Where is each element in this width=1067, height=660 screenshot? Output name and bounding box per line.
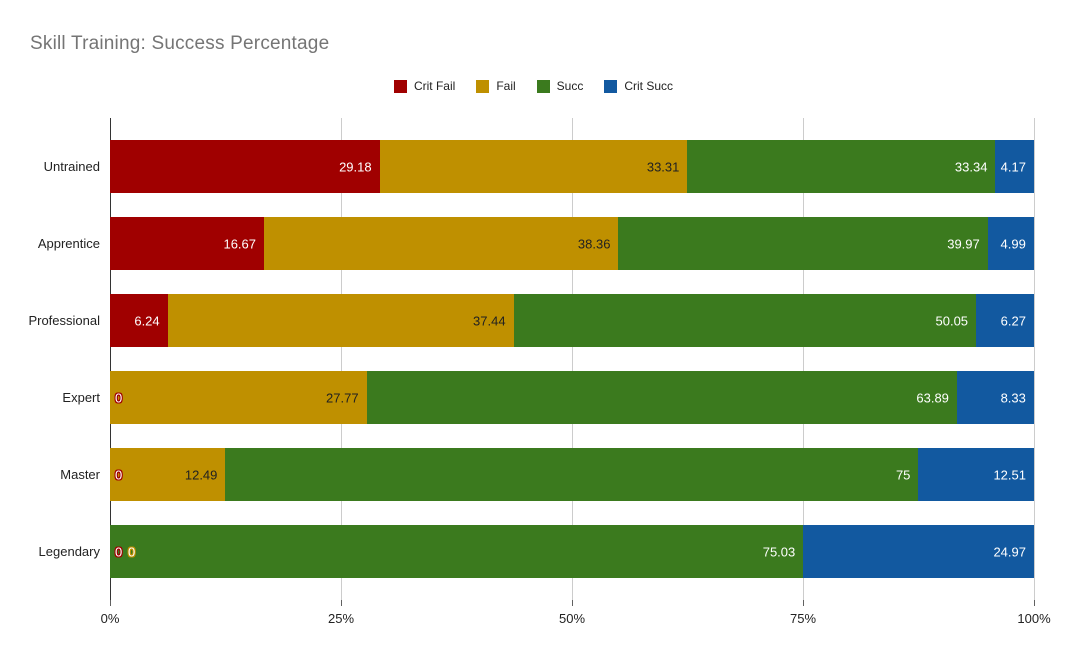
segment-value-label: 4.99 xyxy=(1000,236,1026,251)
legend-item-3: Crit Succ xyxy=(604,79,673,93)
gridline xyxy=(341,118,342,600)
chart-legend: Crit Fail Fail Succ Crit Succ xyxy=(0,79,1067,93)
bar-row-master: 0 12.49 75 12.51 xyxy=(110,436,1034,513)
axis-tick-label: 75% xyxy=(789,611,817,626)
bar-segment-succ[interactable]: 39.97 xyxy=(618,217,988,270)
bar-segment-succ[interactable]: 75.03 xyxy=(110,525,804,578)
bar-segment-succ[interactable]: 63.89 xyxy=(366,371,957,424)
legend-swatch-icon xyxy=(393,79,407,93)
stacked-bar: 6.24 37.44 50.05 6.27 xyxy=(110,294,1034,347)
gridline xyxy=(1034,118,1035,600)
bar-segment-crit-fail[interactable]: 16.67 xyxy=(110,217,265,270)
bar-segment-crit-succ[interactable]: 4.99 xyxy=(987,217,1034,270)
axis-tick xyxy=(341,600,342,606)
legend-item-0: Crit Fail xyxy=(393,79,456,93)
bar-row-legendary: 0 0 75.03 24.97 xyxy=(110,513,1034,590)
axis-tick-label: 25% xyxy=(327,611,355,626)
zero-annotation-crit-fail: 0 xyxy=(115,544,123,559)
bar-segment-crit-succ[interactable]: 4.17 xyxy=(995,140,1034,193)
stacked-bar: 16.67 38.36 39.97 4.99 xyxy=(110,217,1034,270)
category-label-untrained: Untrained xyxy=(43,159,100,174)
segment-value-label: 63.89 xyxy=(916,390,949,405)
segment-value-label: 8.33 xyxy=(1000,390,1026,405)
axis-tick xyxy=(803,600,804,606)
segment-value-label: 24.97 xyxy=(993,544,1026,559)
legend-swatch-icon xyxy=(476,79,490,93)
segment-value-label: 37.44 xyxy=(473,313,506,328)
bar-segment-fail[interactable]: 12.49 xyxy=(110,448,226,501)
axis-tick xyxy=(110,600,111,606)
segment-value-label: 4.17 xyxy=(1000,159,1026,174)
bar-segment-crit-succ[interactable]: 8.33 xyxy=(956,371,1034,424)
bar-segment-succ[interactable]: 75 xyxy=(225,448,919,501)
segment-value-label: 12.51 xyxy=(993,467,1026,482)
legend-item-2: Succ xyxy=(536,79,584,93)
segment-value-label: 16.67 xyxy=(223,236,257,251)
legend-label: Fail xyxy=(496,79,516,93)
bar-segment-succ[interactable]: 33.34 xyxy=(687,140,996,193)
axis-tick-label: 100% xyxy=(1017,611,1051,626)
bar-row-untrained: 29.18 33.31 33.34 4.17 xyxy=(110,128,1034,205)
gridline xyxy=(803,118,804,600)
bar-segment-crit-fail[interactable]: 6.24 xyxy=(110,294,168,347)
segment-value-label: 6.24 xyxy=(134,313,160,328)
segment-value-label: 75 xyxy=(895,467,911,482)
segment-value-label: 33.34 xyxy=(954,159,988,174)
legend-label: Crit Fail xyxy=(413,79,456,93)
stacked-bar: 0 12.49 75 12.51 xyxy=(110,448,1034,501)
category-label-legendary: Legendary xyxy=(38,544,100,559)
bar-row-apprentice: 16.67 38.36 39.97 4.99 xyxy=(110,205,1034,282)
segment-value-label: 38.36 xyxy=(577,236,611,251)
zero-annotation-crit-fail: 0 xyxy=(115,467,123,482)
bar-rows: 29.18 33.31 33.34 4.17 16.67 38.36 39.97 4.99 6.… xyxy=(110,118,1034,600)
axis-tick xyxy=(572,600,573,606)
legend-item-1: Fail xyxy=(476,79,516,93)
axis-tick-label: 0% xyxy=(100,611,120,626)
bar-segment-crit-succ[interactable]: 24.97 xyxy=(803,525,1034,578)
stacked-bar: 29.18 33.31 33.34 4.17 xyxy=(110,140,1034,193)
segment-value-label: 6.27 xyxy=(1000,313,1026,328)
gridline xyxy=(572,118,573,600)
segment-value-label: 12.49 xyxy=(184,467,218,482)
stacked-bar: 0 0 75.03 24.97 xyxy=(110,525,1034,578)
bar-segment-fail[interactable]: 33.31 xyxy=(379,140,688,193)
bar-segment-crit-succ[interactable]: 12.51 xyxy=(918,448,1034,501)
legend-label: Succ xyxy=(556,79,584,93)
segment-value-label: 50.05 xyxy=(935,313,969,328)
legend-swatch-icon xyxy=(536,79,550,93)
zero-annotation-fail: 0 xyxy=(128,544,136,559)
legend-swatch-icon xyxy=(604,79,618,93)
bar-segment-crit-succ[interactable]: 6.27 xyxy=(976,294,1034,347)
category-label-apprentice: Apprentice xyxy=(37,236,100,251)
segment-value-label: 39.97 xyxy=(947,236,980,251)
zero-annotation-crit-fail: 0 xyxy=(115,390,123,405)
segment-value-label: 75.03 xyxy=(762,544,796,559)
category-label-professional: Professional xyxy=(28,313,100,328)
baseline xyxy=(110,118,111,600)
bar-row-professional: 6.24 37.44 50.05 6.27 xyxy=(110,282,1034,359)
category-label-master: Master xyxy=(60,467,100,482)
bar-segment-fail[interactable]: 27.77 xyxy=(110,371,367,424)
segment-value-label: 27.77 xyxy=(326,390,359,405)
x-axis: 0% 25% 50% 75% 100% xyxy=(101,600,1051,640)
segment-value-label: 29.18 xyxy=(339,159,372,174)
axis-tick xyxy=(1034,600,1035,606)
category-axis: Untrained Apprentice Professional Expert Mas… xyxy=(0,118,100,600)
legend-label: Crit Succ xyxy=(624,79,674,93)
segment-value-label: 33.31 xyxy=(646,159,680,174)
bar-row-expert: 0 27.77 63.89 8.33 xyxy=(110,359,1034,436)
bar-segment-fail[interactable]: 38.36 xyxy=(264,217,619,270)
bar-segment-succ[interactable]: 50.05 xyxy=(513,294,977,347)
stacked-bar: 0 27.77 63.89 8.33 xyxy=(110,371,1034,424)
category-label-expert: Expert xyxy=(62,390,100,405)
bar-segment-fail[interactable]: 37.44 xyxy=(167,294,514,347)
bar-segment-crit-fail[interactable]: 29.18 xyxy=(110,140,380,193)
chart-title: Skill Training: Success Percentage xyxy=(30,33,330,54)
plot-area: Untrained Apprentice Professional Expert Mas… xyxy=(28,118,1035,600)
axis-tick-label: 50% xyxy=(558,611,586,626)
